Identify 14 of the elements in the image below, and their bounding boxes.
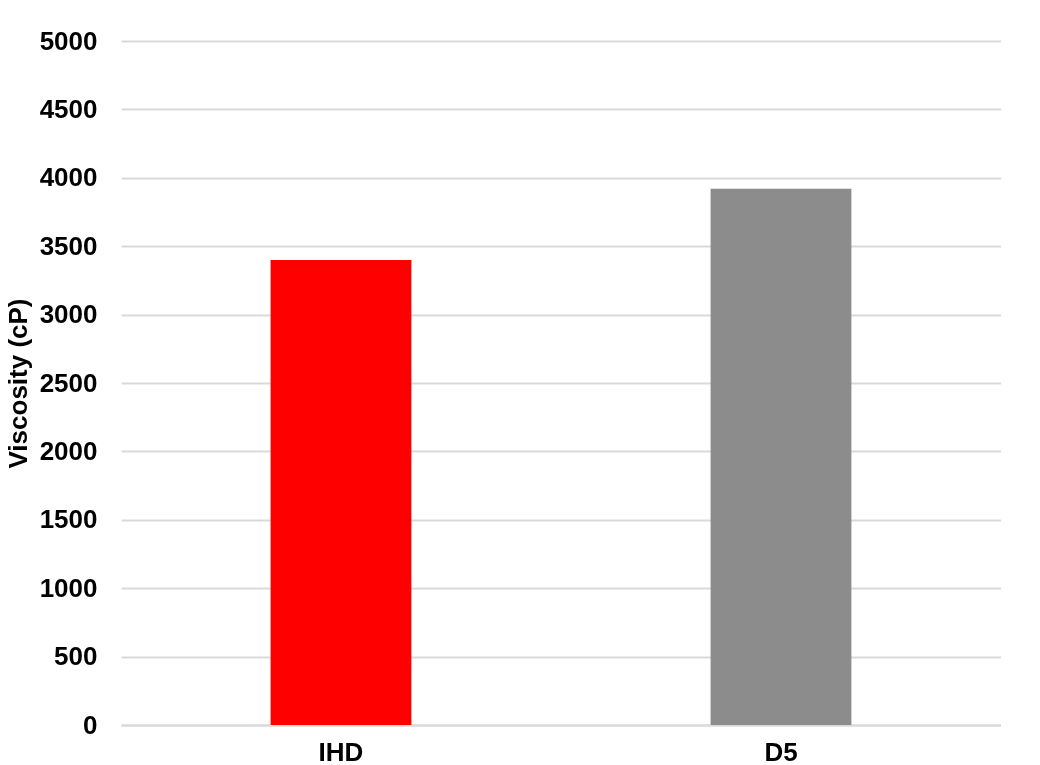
y-tick-label: 4500 <box>39 93 98 124</box>
y-tick-label: 4000 <box>39 162 98 193</box>
y-tick-label: 3000 <box>39 299 98 330</box>
x-tick-label: D5 <box>764 736 798 765</box>
y-tick-label: 1500 <box>39 504 98 535</box>
y-tick-label: 1000 <box>39 572 98 603</box>
y-tick-label: 2000 <box>39 435 98 466</box>
y-tick-label: 2500 <box>39 367 98 398</box>
x-tick-label: IHD <box>318 736 364 765</box>
y-tick-label: 0 <box>83 709 98 740</box>
y-tick-label: 5000 <box>39 25 98 56</box>
y-tick-label: 3500 <box>39 230 98 261</box>
y-tick-label: 500 <box>54 641 98 672</box>
y-axis-title: Viscosity (cP) <box>2 298 33 469</box>
